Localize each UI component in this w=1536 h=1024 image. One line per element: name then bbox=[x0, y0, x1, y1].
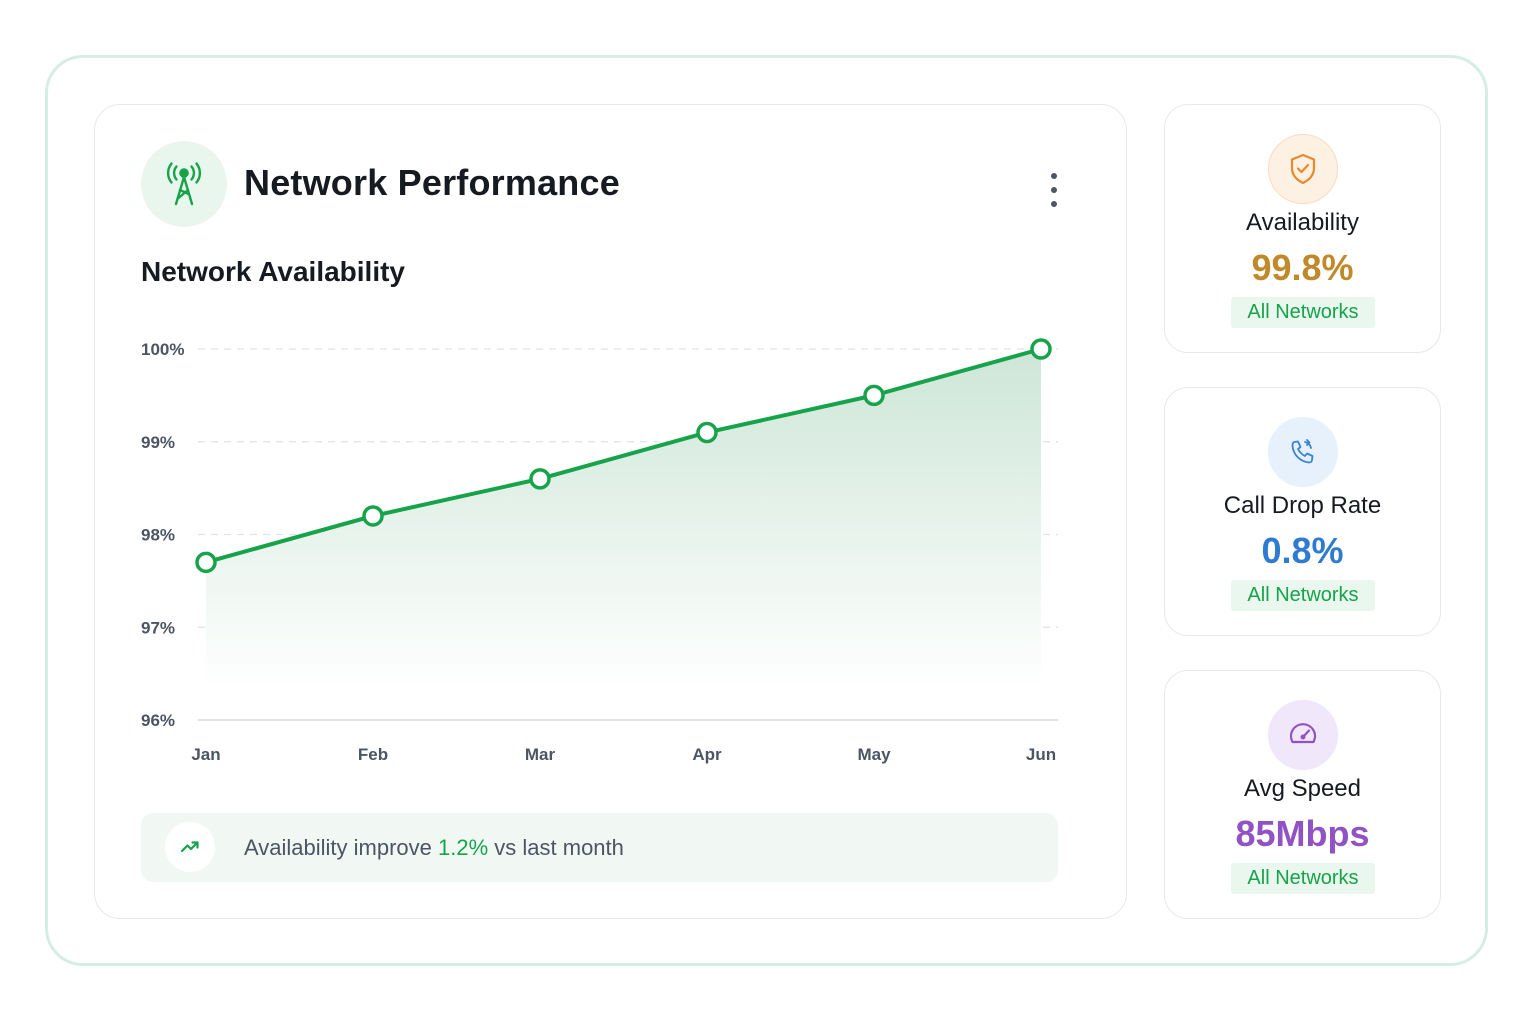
kebab-dot bbox=[1051, 187, 1057, 193]
phone-call-icon bbox=[1291, 439, 1314, 464]
stat-badge: All Networks bbox=[1231, 580, 1375, 611]
y-tick-label: 98% bbox=[141, 526, 175, 545]
stat-label: Availability bbox=[1246, 209, 1359, 236]
speedometer-icon bbox=[1289, 723, 1317, 744]
data-point bbox=[696, 421, 718, 444]
y-tick-label: 99% bbox=[141, 433, 175, 452]
y-tick-label: 96% bbox=[141, 711, 175, 730]
insight-banner: Availability improve 1.2% vs last month bbox=[141, 813, 1058, 882]
stat-icon-badge bbox=[1268, 417, 1338, 487]
series-line bbox=[204, 347, 1043, 565]
stat-icon-badge bbox=[1268, 700, 1338, 770]
stat-badge: All Networks bbox=[1231, 297, 1375, 328]
kebab-dot bbox=[1051, 201, 1057, 207]
data-point bbox=[863, 384, 885, 407]
stat-badge: All Networks bbox=[1231, 863, 1375, 894]
kebab-dot bbox=[1051, 173, 1057, 179]
x-tick-label: Mar bbox=[525, 745, 556, 764]
y-axis-ticks: 96% 97% 98% 99% 100% bbox=[141, 340, 184, 730]
insight-icon-badge bbox=[165, 822, 215, 872]
chart-title: Network Availability bbox=[141, 256, 406, 287]
insight-suffix: vs last month bbox=[488, 835, 624, 860]
page-title: Network Performance bbox=[244, 162, 620, 203]
header-icon-badge bbox=[141, 141, 227, 227]
stat-label: Call Drop Rate bbox=[1223, 492, 1382, 519]
data-point bbox=[1030, 338, 1052, 360]
stat-card-avg-speed[interactable]: Avg Speed 85Mbps All Networks bbox=[1164, 670, 1441, 919]
insight-prefix: Availability improve bbox=[244, 835, 439, 860]
series-line-path bbox=[204, 347, 1043, 565]
stat-value: 99.8% bbox=[1251, 247, 1354, 288]
x-tick-label: Jun bbox=[1026, 745, 1056, 764]
trending-up-icon bbox=[180, 841, 199, 853]
insight-highlight: 1.2% bbox=[438, 835, 489, 860]
more-options-button[interactable] bbox=[1040, 170, 1068, 210]
data-point bbox=[529, 468, 551, 490]
stat-card-call-drop-rate[interactable]: Call Drop Rate 0.8% All Networks bbox=[1164, 387, 1441, 636]
y-tick-label: 97% bbox=[141, 618, 175, 637]
stat-icon-badge bbox=[1268, 134, 1338, 204]
y-tick-label: 100% bbox=[141, 340, 184, 359]
data-points bbox=[195, 338, 1052, 574]
area-fill bbox=[206, 349, 1041, 690]
shield-check-icon bbox=[1290, 153, 1316, 185]
insight-text: Availability improve 1.2% vs last month bbox=[244, 835, 624, 861]
stat-value: 0.8% bbox=[1261, 530, 1344, 571]
stat-value: 85Mbps bbox=[1235, 813, 1370, 854]
stat-label: Avg Speed bbox=[1244, 775, 1361, 802]
x-axis-ticks: Jan Feb Mar Apr May Jun bbox=[191, 745, 1056, 764]
antenna-tower-icon bbox=[166, 162, 202, 206]
area-fill-shape bbox=[206, 349, 1041, 690]
x-tick-label: May bbox=[857, 745, 891, 764]
x-tick-label: Apr bbox=[692, 745, 722, 764]
data-point bbox=[362, 505, 384, 527]
data-point bbox=[195, 551, 217, 574]
x-tick-label: Feb bbox=[358, 745, 388, 764]
x-tick-label: Jan bbox=[191, 745, 220, 764]
stat-card-availability[interactable]: Availability 99.8% All Networks bbox=[1164, 104, 1441, 353]
